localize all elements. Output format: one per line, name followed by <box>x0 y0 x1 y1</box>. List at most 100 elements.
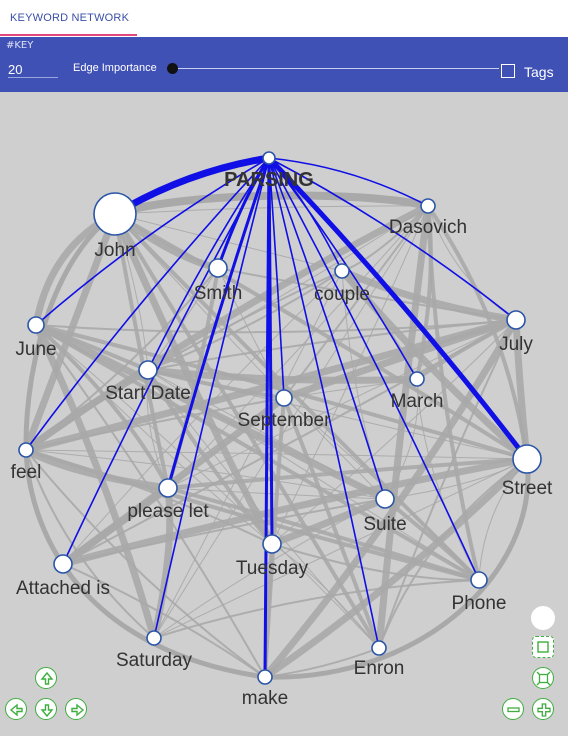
node-label-feel: feel <box>11 462 42 483</box>
network-edge <box>153 205 429 639</box>
plus-icon <box>537 703 551 717</box>
highlighted-edge <box>267 156 529 461</box>
status-indicator <box>531 606 555 630</box>
tags-checkbox[interactable] <box>501 64 515 78</box>
arrow-down-icon <box>40 704 54 718</box>
node-label-attachedis: Attached is <box>16 578 110 599</box>
arrow-up-icon <box>40 671 54 685</box>
highlighted-edge <box>147 157 270 371</box>
edge-importance-slider-handle[interactable] <box>167 63 178 74</box>
pan-down-button[interactable] <box>35 698 57 720</box>
tab-label: KEYWORD NETWORK <box>10 12 130 24</box>
node-label-parsing: PARSING <box>224 169 314 191</box>
node-label-enron: Enron <box>354 658 405 679</box>
network-edge <box>147 319 517 371</box>
network-edge <box>32 323 158 639</box>
node-john[interactable] <box>93 192 137 236</box>
network-edge <box>62 498 386 565</box>
network-edge <box>146 369 169 489</box>
fit-icon <box>536 671 551 686</box>
node-smith[interactable] <box>208 258 228 278</box>
node-label-phone: Phone <box>452 593 507 614</box>
highlighted-edge <box>268 157 418 380</box>
pan-left-button[interactable] <box>5 698 27 720</box>
network-edge <box>23 366 150 453</box>
node-september[interactable] <box>275 389 293 407</box>
highlighted-edge <box>268 157 429 207</box>
highlighted-edge <box>268 157 386 500</box>
node-saturday[interactable] <box>146 630 162 646</box>
arrow-left-icon <box>9 703 23 717</box>
highlighted-edge <box>268 157 517 321</box>
node-dasovich[interactable] <box>420 198 436 214</box>
pan-right-button[interactable] <box>65 698 87 720</box>
node-label-john: John <box>94 240 135 261</box>
network-edge <box>34 321 387 503</box>
node-label-saturday: Saturday <box>116 650 193 671</box>
node-label-pleaselet: please let <box>127 501 209 522</box>
network-edge <box>60 485 171 567</box>
node-phone[interactable] <box>470 571 488 589</box>
highlighted-edge <box>263 157 271 678</box>
node-march[interactable] <box>409 371 425 387</box>
highlighted-edges <box>25 154 529 678</box>
node-parsing[interactable] <box>262 151 276 165</box>
edge-importance-slider[interactable] <box>172 68 499 69</box>
node-startdate[interactable] <box>138 360 158 380</box>
zoom-extent-button[interactable] <box>532 636 554 658</box>
tags-label: Tags <box>524 64 554 80</box>
node-pleaselet[interactable] <box>158 478 178 498</box>
node-tuesday[interactable] <box>262 534 282 554</box>
network-edge <box>427 205 517 321</box>
zoom-out-button[interactable] <box>502 698 524 720</box>
node-june[interactable] <box>27 316 45 334</box>
node-label-dasovich: Dasovich <box>389 217 467 238</box>
node-label-july: July <box>499 334 533 355</box>
edge-importance-label: Edge Importance <box>73 62 157 74</box>
network-nodes <box>18 151 542 685</box>
node-feel[interactable] <box>18 442 34 458</box>
network-edge <box>147 267 219 371</box>
highlighted-edge <box>25 157 270 451</box>
keyword-network-graph[interactable]: PARSING John Dasovich Smith couple June July St… <box>0 92 568 736</box>
node-suite[interactable] <box>375 489 395 509</box>
highlighted-edge <box>153 157 270 639</box>
node-attachedis[interactable] <box>53 554 73 574</box>
network-edge <box>271 319 517 545</box>
node-label-tuesday: Tuesday <box>236 558 309 579</box>
zoom-in-button[interactable] <box>532 698 554 720</box>
network-edge <box>340 267 517 324</box>
network-edge <box>378 319 517 649</box>
network-edge <box>25 449 528 460</box>
zoom-extent-icon <box>537 641 549 653</box>
network-edge <box>383 497 481 582</box>
network-edge <box>62 319 517 565</box>
node-label-june: June <box>15 339 56 360</box>
node-street[interactable] <box>512 444 542 474</box>
node-label-startdate: Start Date <box>105 383 191 404</box>
node-label-couple: couple <box>314 284 370 305</box>
network-edge <box>35 323 480 582</box>
pan-up-button[interactable] <box>35 667 57 689</box>
highlighted-edge <box>35 157 270 326</box>
tab-keyword-network[interactable]: KEYWORD NETWORK <box>0 0 137 37</box>
network-edge <box>114 212 529 461</box>
node-label-september: September <box>238 410 332 431</box>
node-make[interactable] <box>257 669 273 685</box>
network-labels: PARSING John Dasovich Smith couple June July St… <box>11 169 553 709</box>
node-july[interactable] <box>506 310 526 330</box>
key-count-input[interactable] <box>8 61 58 78</box>
node-enron[interactable] <box>371 640 387 656</box>
network-edge <box>62 563 266 678</box>
zoom-fit-button[interactable] <box>532 667 554 689</box>
network-edge <box>153 579 480 639</box>
network-edge <box>25 449 386 500</box>
node-label-smith: Smith <box>194 283 243 304</box>
network-edge <box>25 397 285 451</box>
toolbar: #KEY Edge Importance Tags <box>0 37 568 92</box>
node-label-suite: Suite <box>363 514 406 535</box>
network-edge <box>167 457 528 490</box>
network-edge <box>271 543 380 649</box>
node-couple[interactable] <box>334 263 350 279</box>
network-edge <box>153 458 528 639</box>
